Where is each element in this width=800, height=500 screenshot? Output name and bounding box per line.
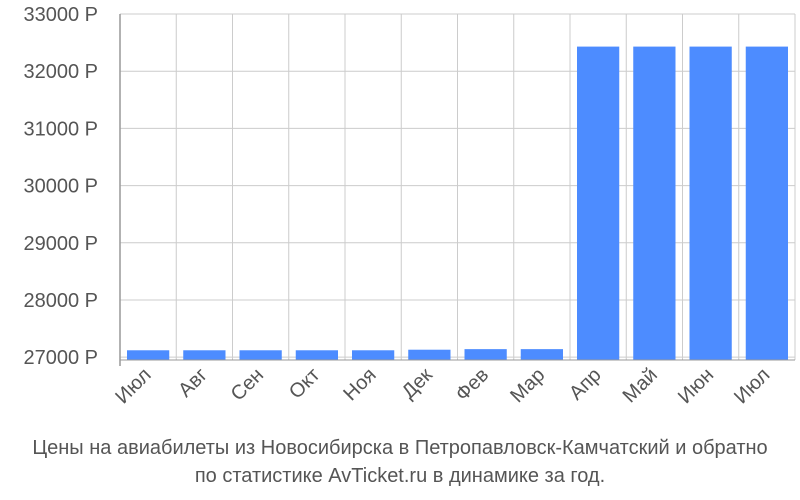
bar-6	[464, 349, 507, 360]
y-tick-label: 30000 Р	[23, 176, 98, 198]
bar-4	[352, 350, 395, 360]
chart-caption-line-2: по статистике AvTicket.ru в динамике за …	[194, 465, 606, 487]
y-tick-label: 31000 Р	[23, 118, 98, 140]
chart-caption-line-1: Цены на авиабилеты из Новосибирска в Пет…	[32, 437, 768, 459]
bar-5	[408, 349, 451, 360]
bar-11	[745, 46, 788, 360]
y-tick-label: 28000 Р	[23, 290, 98, 312]
x-tick-label: Фев	[451, 364, 493, 406]
y-tick-label: 32000 Р	[23, 61, 98, 83]
bars	[127, 46, 788, 360]
x-tick-label: Дек	[398, 364, 437, 403]
y-tick-labels: 27000 Р 28000 Р 29000 Р 30000 Р 31000 Р 32000…	[23, 4, 98, 369]
y-tick-label: 27000 Р	[23, 347, 98, 369]
bar-10	[689, 46, 732, 360]
bar-9	[633, 46, 676, 360]
x-tick-label: Июл	[730, 364, 774, 408]
bar-3	[295, 350, 338, 360]
x-tick-label: Июн	[674, 364, 718, 408]
bar-7	[520, 349, 563, 360]
x-tick-labels: Июл Авг Сен Окт Ноя Дек Фев Мар Апр Май Июн Июл	[111, 364, 774, 408]
price-bar-chart: 27000 Р 28000 Р 29000 Р 30000 Р 31000 Р 32000…	[23, 4, 796, 408]
axes	[119, 14, 795, 366]
x-tick-label: Авг	[174, 364, 212, 402]
y-tick-label: 33000 Р	[23, 4, 98, 26]
bar-1	[183, 350, 226, 360]
y-tick-label: 29000 Р	[23, 233, 98, 255]
x-tick-label: Апр	[565, 364, 606, 405]
grid-lines	[120, 13, 796, 360]
x-tick-label: Сен	[227, 364, 268, 405]
x-tick-label: Мар	[506, 364, 549, 407]
bar-0	[127, 350, 170, 360]
x-tick-label: Май	[619, 364, 662, 407]
bar-8	[577, 46, 620, 360]
x-tick-label: Окт	[285, 364, 324, 403]
bar-2	[239, 350, 282, 360]
x-tick-label: Ноя	[339, 364, 380, 405]
x-tick-label: Июл	[111, 364, 155, 408]
